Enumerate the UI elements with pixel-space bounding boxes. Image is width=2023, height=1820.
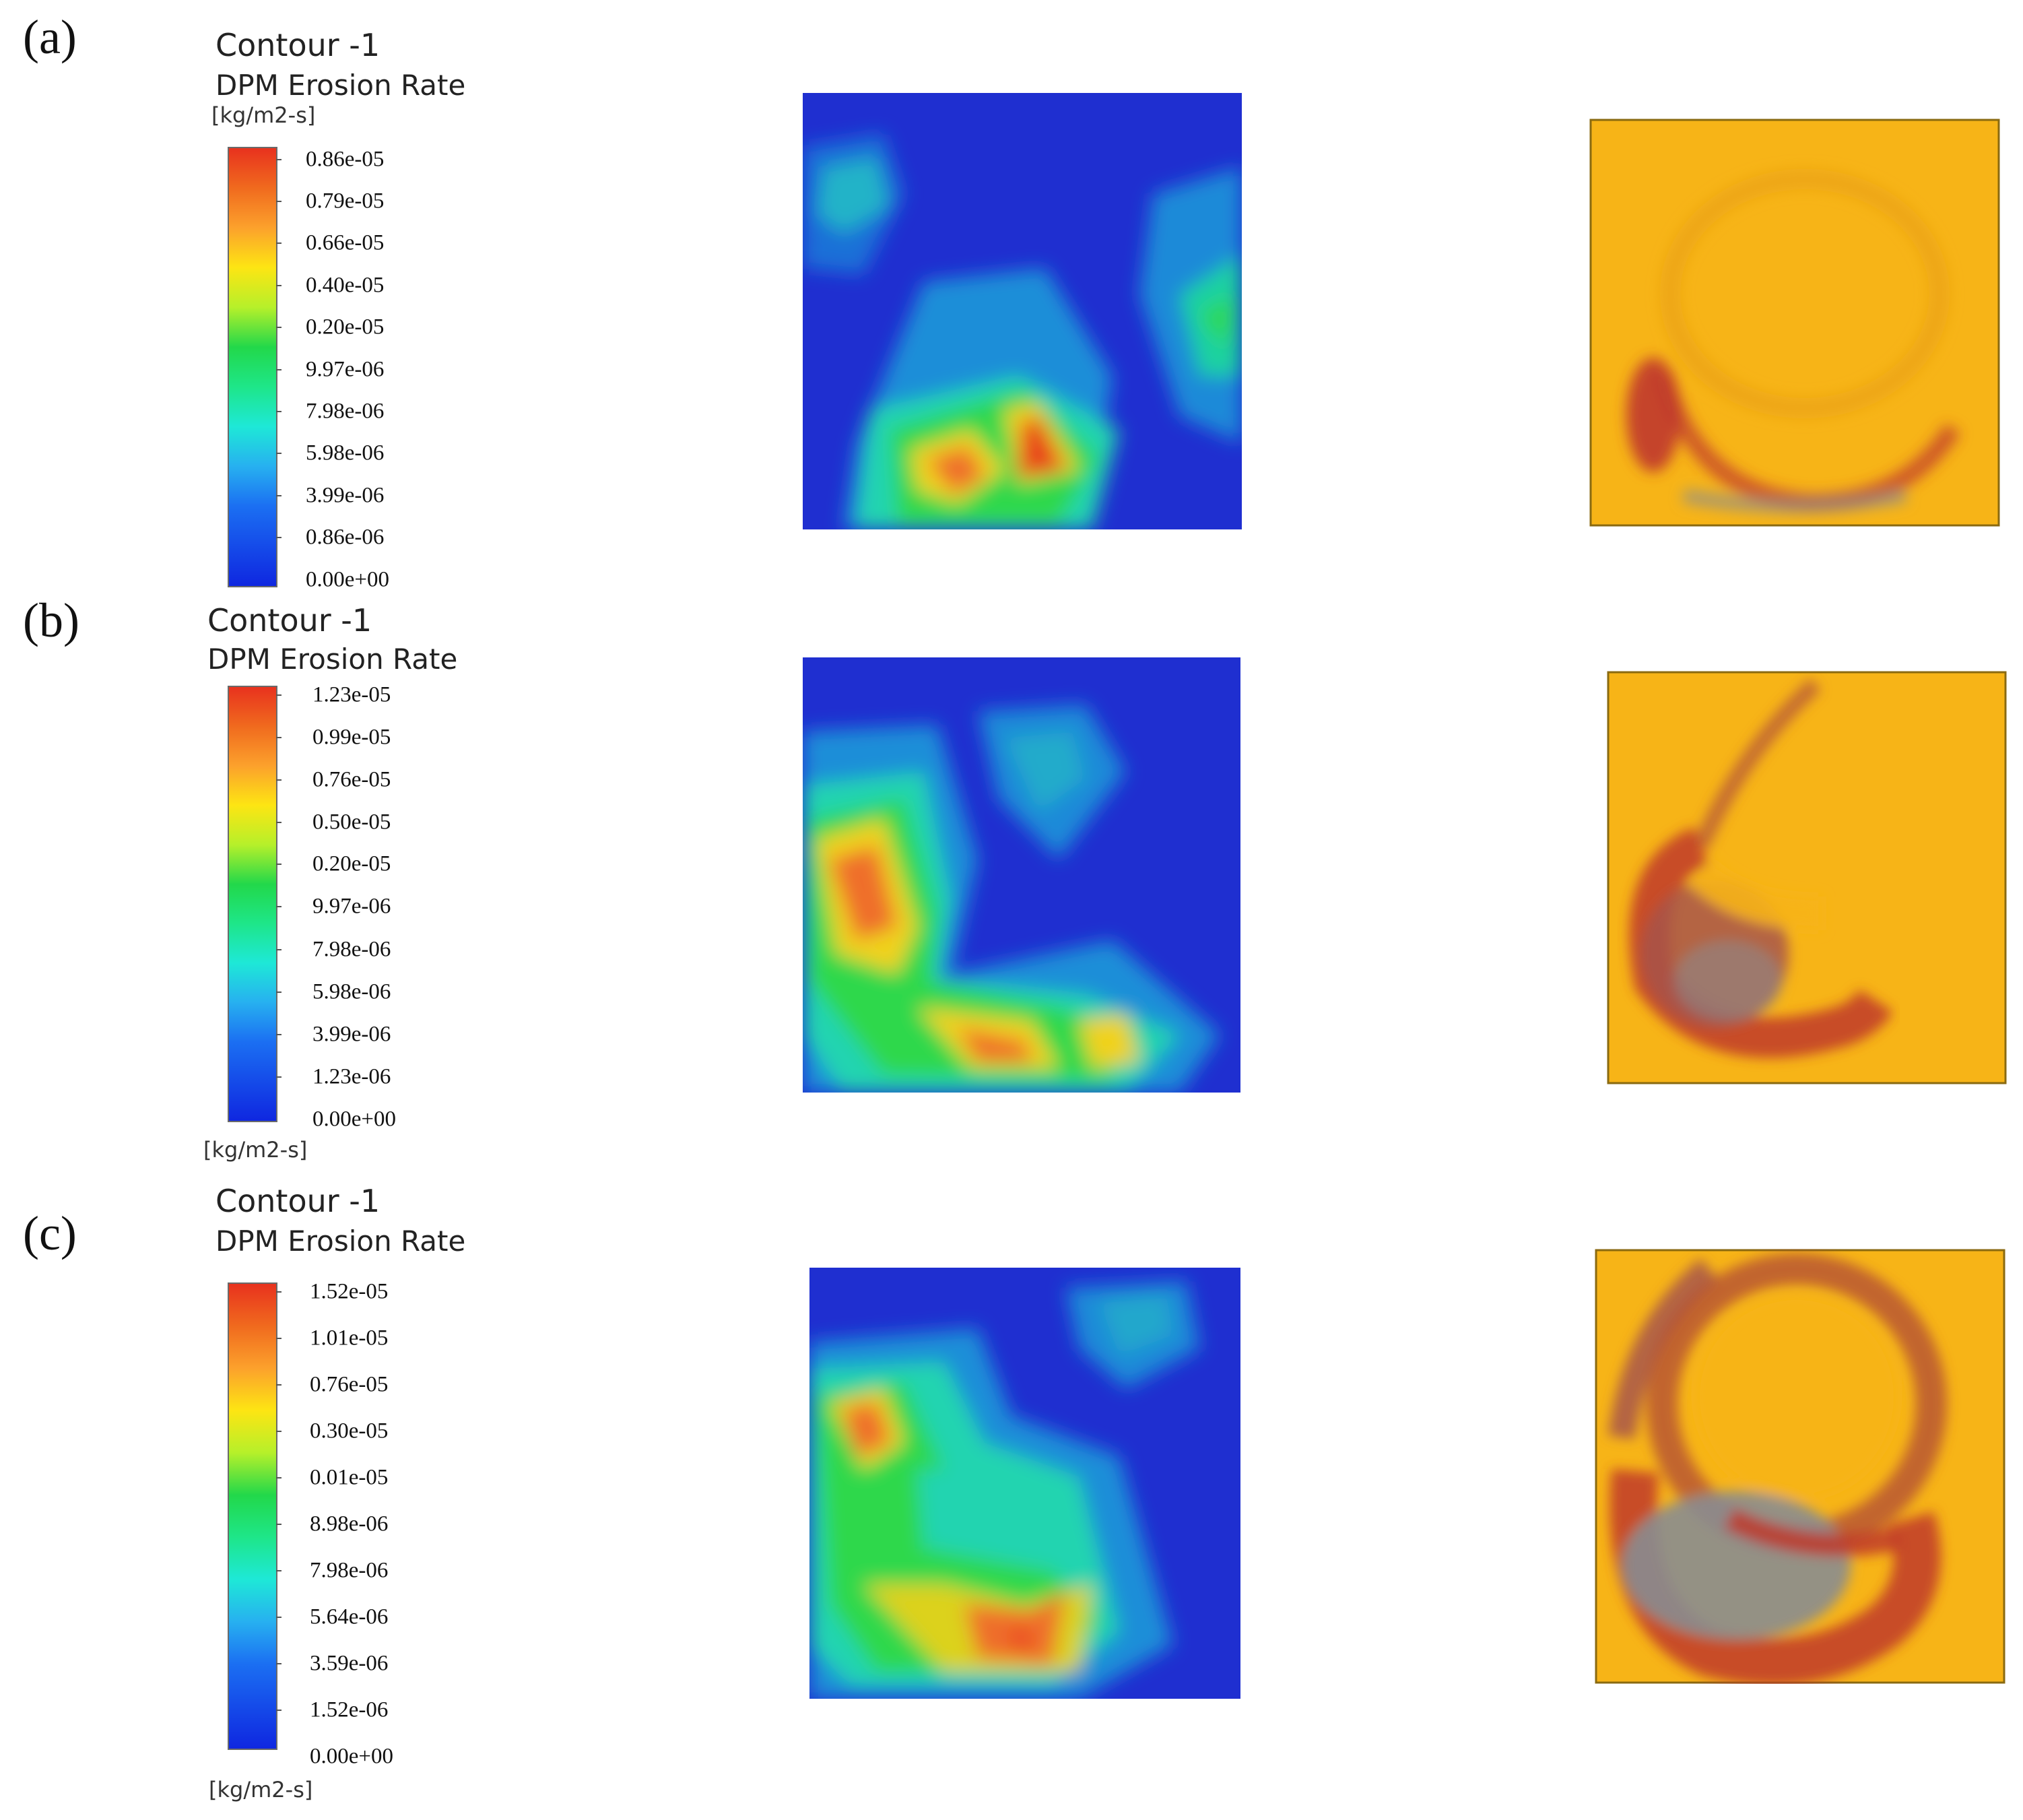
tick-label: 0.00e+00 — [310, 1744, 394, 1769]
tick-label: 7.98e-06 — [306, 399, 385, 424]
tick-label: 0.20e-05 — [306, 315, 385, 339]
tick-label: 0.76e-05 — [310, 1372, 389, 1397]
tick-label: 7.98e-06 — [312, 937, 391, 962]
eroded-coating-photo-b — [1607, 671, 2007, 1084]
legend-title: Contour -1 — [215, 27, 380, 63]
tick-label: 0.99e-05 — [312, 725, 391, 750]
legend-subtitle: DPM Erosion Rate — [215, 69, 466, 102]
tick-label: 0.86e-05 — [306, 147, 385, 172]
tick-label: 5.98e-06 — [312, 979, 391, 1004]
panel-label-c: (c) — [23, 1206, 77, 1260]
tick-label: 0.00e+00 — [312, 1107, 397, 1132]
tick-label: 0.79e-05 — [306, 189, 385, 214]
tick-label: 9.97e-06 — [312, 894, 391, 919]
tick-label: 8.98e-06 — [310, 1512, 389, 1536]
panel-a: (a) Contour -1 DPM Erosion Rate [kg/m2-s… — [0, 0, 2023, 593]
panel-label-a: (a) — [23, 10, 77, 64]
tick-label: 5.98e-06 — [306, 441, 385, 465]
legend-unit: [kg/m2-s] — [209, 1777, 313, 1802]
legend-unit: [kg/m2-s] — [211, 102, 316, 128]
legend-title: Contour -1 — [215, 1183, 380, 1219]
tick-label: 3.99e-06 — [306, 483, 385, 508]
legend-title: Contour -1 — [207, 602, 372, 639]
tick-label: 0.50e-05 — [312, 810, 391, 835]
panel-b: (b) Contour -1 DPM Erosion Rate 1.23e-05… — [0, 579, 2023, 1172]
panel-label-b: (b) — [23, 593, 79, 647]
legend-unit: [kg/m2-s] — [203, 1137, 308, 1163]
erosion-contour-map-b — [803, 657, 1240, 1093]
tick-label: 0.40e-05 — [306, 273, 385, 298]
tick-label: 0.00e+00 — [306, 567, 390, 592]
tick-label: 0.01e-05 — [310, 1465, 389, 1490]
tick-label: 0.66e-05 — [306, 230, 385, 255]
eroded-coating-photo-a — [1589, 119, 2000, 527]
tick-label: 0.86e-06 — [306, 525, 385, 550]
tick-label: 9.97e-06 — [306, 357, 385, 382]
tick-label: 1.23e-05 — [312, 682, 391, 707]
eroded-coating-photo-c — [1595, 1249, 2005, 1684]
tick-label: 3.59e-06 — [310, 1651, 389, 1676]
panel-c: (c) Contour -1 DPM Erosion Rate 1.52e-05… — [0, 1172, 2023, 1820]
legend-subtitle: DPM Erosion Rate — [207, 643, 458, 676]
tick-label: 0.76e-05 — [312, 767, 391, 792]
tick-label: 0.20e-05 — [312, 851, 391, 876]
color-scale-bar — [228, 1282, 277, 1750]
tick-label: 1.52e-06 — [310, 1697, 389, 1722]
tick-label: 3.99e-06 — [312, 1022, 391, 1047]
tick-label: 5.64e-06 — [310, 1604, 389, 1629]
color-scale-bar — [228, 147, 277, 587]
tick-label: 7.98e-06 — [310, 1558, 389, 1583]
erosion-contour-map-a — [803, 93, 1242, 529]
tick-label: 0.30e-05 — [310, 1419, 389, 1443]
erosion-contour-map-c — [809, 1268, 1240, 1699]
tick-label: 1.23e-06 — [312, 1064, 391, 1089]
legend-subtitle: DPM Erosion Rate — [215, 1225, 466, 1258]
color-scale-bar — [228, 686, 277, 1122]
tick-label: 1.52e-05 — [310, 1279, 389, 1304]
tick-label: 1.01e-05 — [310, 1326, 389, 1351]
